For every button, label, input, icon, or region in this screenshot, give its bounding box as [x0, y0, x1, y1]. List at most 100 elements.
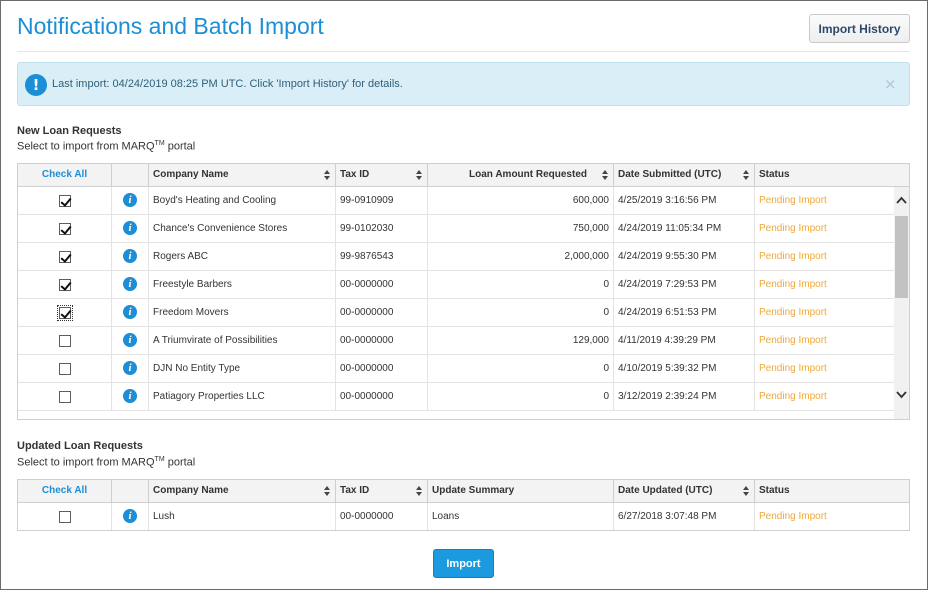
header-label: Date Submitted (UTC) — [618, 169, 722, 180]
date-updated-cell: 6/27/2018 3:07:48 PM — [613, 503, 754, 530]
table-row[interactable]: i Chance's Convenience Stores 99-0102030 75… — [18, 215, 894, 243]
loan-amount-cell: 0 — [427, 271, 613, 298]
loan-amount-header[interactable]: Loan Amount Requested — [427, 164, 613, 186]
table-row[interactable]: i Boyd's Heating and Cooling 99-0910909 600… — [18, 187, 894, 215]
status-cell: Pending Import — [754, 271, 894, 298]
subtitle-suffix: portal — [164, 456, 196, 469]
update-summary-header: Update Summary — [427, 480, 613, 502]
row-checkbox[interactable] — [59, 511, 71, 523]
sort-icon[interactable] — [743, 170, 750, 181]
sort-icon[interactable] — [324, 170, 331, 181]
info-icon[interactable]: i — [123, 249, 137, 263]
header-label: Company Name — [153, 485, 229, 496]
row-checkbox[interactable] — [57, 305, 73, 321]
info-cell: i — [111, 327, 148, 354]
date-submitted-cell: 4/10/2019 5:39:32 PM — [613, 355, 754, 382]
status-cell: Pending Import — [754, 215, 894, 242]
loan-amount-cell: 750,000 — [427, 215, 613, 242]
info-icon[interactable]: i — [123, 277, 137, 291]
loan-amount-cell: 0 — [427, 355, 613, 382]
tax-id-header[interactable]: Tax ID — [335, 480, 427, 502]
status-cell: Pending Import — [754, 503, 909, 530]
grid-header: Check All Company Name Tax ID Loan Amoun… — [18, 164, 909, 187]
info-icon[interactable]: i — [123, 361, 137, 375]
table-row[interactable]: i Freedom Movers 00-0000000 0 4/24/2019 6:51… — [18, 299, 894, 327]
table-row[interactable]: i Rogers ABC 99-9876543 2,000,000 4/24/2019 … — [18, 243, 894, 271]
subtitle-suffix: portal — [164, 140, 196, 153]
subtitle-text: Select to import from MARQ — [17, 456, 155, 469]
info-cell: i — [111, 503, 148, 530]
scroll-thumb[interactable] — [895, 216, 908, 298]
row-checkbox[interactable] — [59, 279, 71, 291]
status-header: Status — [754, 164, 909, 186]
info-icon[interactable]: i — [123, 333, 137, 347]
row-checkbox[interactable] — [59, 363, 71, 375]
tax-id-cell: 00-0000000 — [335, 355, 427, 382]
row-checkbox[interactable] — [59, 223, 71, 235]
date-submitted-cell: 4/24/2019 11:05:34 PM — [613, 215, 754, 242]
info-icon[interactable]: i — [123, 305, 137, 319]
tax-id-cell: 00-0000000 — [335, 299, 427, 326]
table-row[interactable]: i Lush 00-0000000 Loans 6/27/2018 3:07:48 PM… — [18, 503, 909, 530]
info-cell: i — [111, 271, 148, 298]
sort-icon[interactable] — [416, 170, 423, 181]
update-summary-cell: Loans — [427, 503, 613, 530]
chevron-down-icon[interactable] — [896, 388, 907, 402]
close-icon[interactable]: × — [884, 75, 897, 93]
table-row[interactable]: i Patiagory Properties LLC 00-0000000 0 3/12… — [18, 383, 894, 411]
company-name-header[interactable]: Company Name — [148, 164, 335, 186]
date-submitted-cell: 4/24/2019 9:55:30 PM — [613, 243, 754, 270]
company-name-cell: Freestyle Barbers — [148, 271, 335, 298]
chevron-up-icon[interactable] — [896, 193, 907, 207]
page-title: Notifications and Batch Import — [17, 13, 324, 39]
new-requests-subtitle: Select to import from MARQTM portal — [17, 140, 195, 153]
checkbox-cell — [18, 215, 111, 242]
exclamation-icon: ! — [25, 74, 47, 96]
sort-icon[interactable] — [602, 170, 609, 181]
table-row[interactable]: i A Triumvirate of Possibilities 00-000000… — [18, 327, 894, 355]
sort-icon[interactable] — [324, 486, 331, 497]
grid-body: i Lush 00-0000000 Loans 6/27/2018 3:07:48 PM… — [18, 503, 909, 530]
row-checkbox[interactable] — [59, 195, 71, 207]
row-checkbox[interactable] — [59, 335, 71, 347]
company-name-header[interactable]: Company Name — [148, 480, 335, 502]
sort-icon[interactable] — [416, 486, 423, 497]
check-all-link[interactable]: Check All — [41, 485, 88, 496]
status-cell: Pending Import — [754, 187, 894, 214]
company-name-cell: A Triumvirate of Possibilities — [148, 327, 335, 354]
table-row[interactable]: i Freestyle Barbers 00-0000000 0 4/24/2019 7… — [18, 271, 894, 299]
row-checkbox[interactable] — [59, 251, 71, 263]
info-icon[interactable]: i — [123, 389, 137, 403]
table-row[interactable]: i DJN No Entity Type 00-0000000 0 4/10/2019 … — [18, 355, 894, 383]
date-updated-header[interactable]: Date Updated (UTC) — [613, 480, 754, 502]
info-cell: i — [111, 187, 148, 214]
tax-id-cell: 00-0000000 — [335, 503, 427, 530]
checkbox-cell — [18, 271, 111, 298]
import-history-button[interactable]: Import History — [809, 14, 910, 43]
date-submitted-header[interactable]: Date Submitted (UTC) — [613, 164, 754, 186]
import-button[interactable]: Import — [433, 549, 494, 578]
check-all-link[interactable]: Check All — [41, 169, 88, 180]
status-cell: Pending Import — [754, 355, 894, 382]
loan-amount-cell: 0 — [427, 383, 613, 410]
import-alert: ! Last import: 04/24/2019 08:25 PM UTC. … — [17, 62, 910, 106]
date-submitted-cell: 3/12/2019 2:39:24 PM — [613, 383, 754, 410]
vertical-scrollbar[interactable] — [894, 187, 909, 419]
sort-icon[interactable] — [743, 486, 750, 497]
info-column-header — [111, 164, 148, 186]
status-header: Status — [754, 480, 909, 502]
info-icon[interactable]: i — [123, 509, 137, 523]
tax-id-header[interactable]: Tax ID — [335, 164, 427, 186]
checkbox-cell — [18, 299, 111, 326]
company-name-cell: Rogers ABC — [148, 243, 335, 270]
info-cell: i — [111, 215, 148, 242]
info-icon[interactable]: i — [123, 193, 137, 207]
header-label: Date Updated (UTC) — [618, 485, 713, 496]
date-submitted-cell: 4/11/2019 4:39:29 PM — [613, 327, 754, 354]
tax-id-cell: 00-0000000 — [335, 383, 427, 410]
grid-header: Check All Company Name Tax ID Update Sum… — [18, 480, 909, 503]
info-icon[interactable]: i — [123, 221, 137, 235]
row-checkbox[interactable] — [59, 391, 71, 403]
date-submitted-cell: 4/24/2019 6:51:53 PM — [613, 299, 754, 326]
